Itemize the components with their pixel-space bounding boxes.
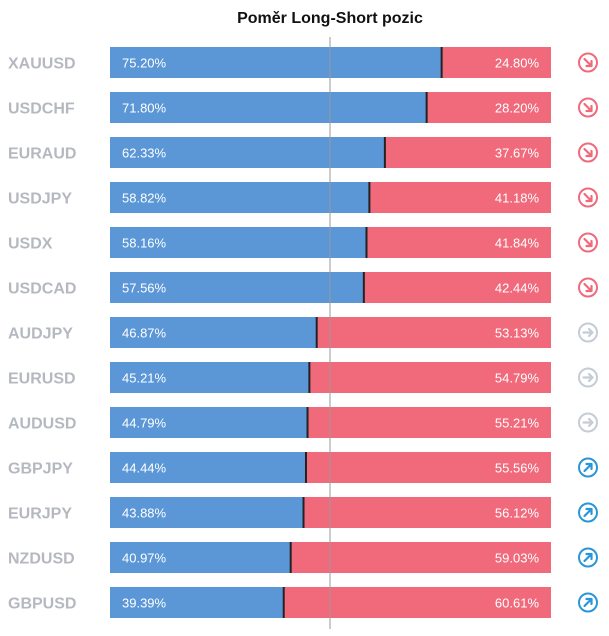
bar-divider (383, 137, 386, 168)
arrow-down-right-icon (578, 52, 598, 73)
chart-title: Poměr Long-Short pozic (237, 10, 423, 27)
long-value-label: 46.87% (122, 326, 167, 341)
short-bar (290, 542, 551, 573)
long-bar (110, 587, 284, 618)
short-value-label: 60.61% (495, 596, 540, 611)
short-bar (366, 227, 551, 258)
short-value-label: 28.20% (495, 101, 540, 116)
short-bar (369, 182, 551, 213)
short-value-label: 41.18% (495, 191, 540, 206)
bar-divider (440, 47, 443, 78)
arrow-right-icon (578, 367, 598, 388)
long-bar (110, 362, 310, 393)
long-value-label: 43.88% (122, 506, 167, 521)
bar-divider (368, 182, 371, 213)
short-bar (384, 137, 551, 168)
bar-divider (306, 407, 309, 438)
short-bar (309, 362, 551, 393)
short-bar (363, 272, 551, 303)
bar-divider (315, 317, 318, 348)
long-bar (110, 182, 370, 213)
short-value-label: 56.12% (495, 506, 540, 521)
bar-divider (282, 587, 285, 618)
short-bar (305, 452, 551, 483)
bar-divider (289, 542, 292, 573)
pair-label: USDX (8, 236, 53, 253)
arrow-down-right-icon (578, 232, 598, 253)
short-value-label: 59.03% (495, 551, 540, 566)
short-value-label: 53.13% (495, 326, 540, 341)
bar-divider (304, 452, 307, 483)
arrow-up-right-icon (578, 457, 598, 478)
long-value-label: 62.33% (122, 146, 167, 161)
long-bar (110, 47, 442, 78)
short-value-label: 55.21% (495, 416, 540, 431)
long-bar (110, 227, 367, 258)
short-bar (426, 92, 551, 123)
pair-label: EURJPY (8, 506, 72, 523)
short-value-label: 37.67% (495, 146, 540, 161)
long-bar (110, 137, 385, 168)
arrow-down-right-icon (578, 97, 598, 118)
long-bar (110, 542, 291, 573)
bar-divider (365, 227, 368, 258)
short-bar (303, 497, 551, 528)
long-value-label: 58.16% (122, 236, 167, 251)
long-bar (110, 92, 427, 123)
long-value-label: 57.56% (122, 281, 167, 296)
long-bar (110, 452, 306, 483)
short-bar (316, 317, 551, 348)
arrow-up-right-icon (578, 547, 598, 568)
pair-label: AUDUSD (8, 416, 76, 433)
pair-label: USDJPY (8, 191, 72, 208)
short-bar (283, 587, 551, 618)
short-value-label: 42.44% (495, 281, 540, 296)
long-value-label: 44.79% (122, 416, 167, 431)
short-bar (307, 407, 551, 438)
arrow-down-right-icon (578, 187, 598, 208)
pair-label: XAUUSD (8, 56, 76, 73)
arrow-right-icon (578, 322, 598, 343)
pair-label: GBPUSD (8, 596, 76, 613)
long-value-label: 44.44% (122, 461, 167, 476)
arrow-down-right-icon (578, 142, 598, 163)
arrow-up-right-icon (578, 502, 598, 523)
arrow-right-icon (578, 412, 598, 433)
long-value-label: 40.97% (122, 551, 167, 566)
pair-label: NZDUSD (8, 551, 75, 568)
bar-divider (302, 497, 305, 528)
bar-divider (308, 362, 311, 393)
short-value-label: 54.79% (495, 371, 540, 386)
bar-divider (425, 92, 428, 123)
pair-label: EURUSD (8, 371, 76, 388)
long-value-label: 39.39% (122, 596, 167, 611)
short-value-label: 41.84% (495, 236, 540, 251)
long-bar (110, 407, 308, 438)
long-value-label: 45.21% (122, 371, 167, 386)
pair-label: USDCAD (8, 281, 76, 298)
long-value-label: 58.82% (122, 191, 167, 206)
short-value-label: 55.56% (495, 461, 540, 476)
pair-label: GBPJPY (8, 461, 73, 478)
pair-label: USDCHF (8, 101, 75, 118)
short-value-label: 24.80% (495, 56, 540, 71)
arrow-up-right-icon (578, 592, 598, 613)
short-bar (441, 47, 551, 78)
long-value-label: 75.20% (122, 56, 167, 71)
long-value-label: 71.80% (122, 101, 167, 116)
arrow-down-right-icon (578, 277, 598, 298)
long-bar (110, 317, 317, 348)
pair-label: EURAUD (8, 146, 76, 163)
long-bar (110, 272, 364, 303)
pair-label: AUDJPY (8, 326, 73, 343)
bar-divider (362, 272, 365, 303)
long-bar (110, 497, 304, 528)
